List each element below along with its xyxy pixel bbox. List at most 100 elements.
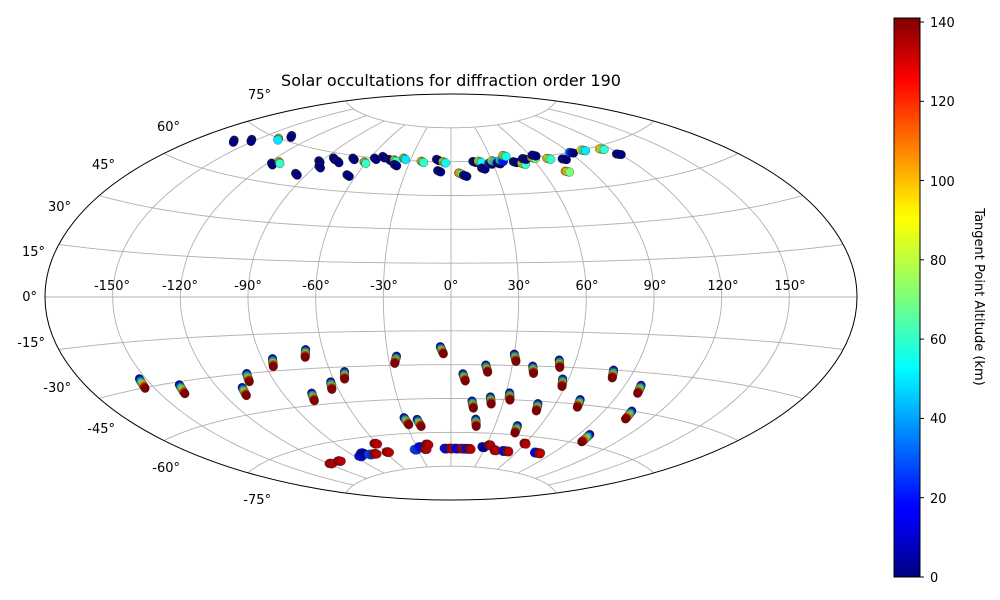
map-boundary xyxy=(44,93,858,501)
occultation-point xyxy=(436,167,446,177)
colorbar-tick-label: 80 xyxy=(930,254,947,269)
chart-title: Solar occultations for diffraction order… xyxy=(281,71,621,90)
occultation-point xyxy=(557,382,567,391)
occultation-point xyxy=(390,358,400,368)
parallel-gridline xyxy=(163,398,739,441)
occultation-point xyxy=(546,154,556,164)
occultation-point xyxy=(565,167,575,177)
occultation-point xyxy=(228,137,238,147)
occultation-point xyxy=(633,388,643,398)
colorbar-tick-label: 40 xyxy=(930,412,947,427)
lon-tick-label: -30° xyxy=(370,279,398,294)
occultation-point xyxy=(616,150,626,160)
lat-tick-label: -15° xyxy=(17,336,45,351)
occultation-point xyxy=(572,402,582,412)
lat-tick-label: 30° xyxy=(48,200,71,215)
occultation-point xyxy=(607,373,617,383)
occultation-point xyxy=(466,444,476,454)
occultation-point xyxy=(244,377,254,387)
occultation-point xyxy=(309,396,319,406)
parallel-gridline xyxy=(58,330,844,350)
parallel-gridline xyxy=(99,195,803,230)
colorbar-ticks xyxy=(920,21,924,578)
latitude-tick-labels: -75° -60° -45° -30° -15° 0° 15° 30° 45° … xyxy=(17,88,271,508)
occultation-point xyxy=(521,439,531,449)
lon-tick-label: 120° xyxy=(707,279,738,294)
occultation-point xyxy=(246,137,256,146)
colorbar-tick-label: 100 xyxy=(930,175,955,190)
occultation-point xyxy=(531,406,541,416)
colorbar-gradient xyxy=(893,17,921,578)
occultation-point xyxy=(336,456,346,466)
data-points xyxy=(134,130,646,469)
occultation-point xyxy=(486,399,496,409)
occultation-point xyxy=(327,384,337,394)
lat-tick-label: 0° xyxy=(22,290,37,305)
occultation-point xyxy=(535,449,545,459)
occultation-point xyxy=(344,171,354,181)
colorbar-tick-label: 0 xyxy=(930,571,938,586)
lon-tick-label: 150° xyxy=(774,279,805,294)
occultation-point xyxy=(599,145,609,154)
occultation-point xyxy=(505,395,515,405)
colorbar-label: Tangent Point Altitude (km) xyxy=(971,207,986,385)
parallel-gridline xyxy=(247,120,655,163)
lon-tick-label: -90° xyxy=(234,279,262,294)
occultation-point xyxy=(555,362,565,372)
graticule-grid xyxy=(45,100,857,494)
parallel-gridline xyxy=(163,153,739,196)
occultation-point xyxy=(501,152,511,161)
occultation-point xyxy=(460,376,470,386)
occultation-point xyxy=(241,391,251,401)
occultation-point xyxy=(404,420,414,430)
occultation-point xyxy=(438,349,448,359)
occultation-point xyxy=(511,356,521,366)
occultation-point xyxy=(424,440,434,450)
occultation-point xyxy=(140,383,150,393)
occultation-point xyxy=(416,422,426,431)
lon-tick-label: 60° xyxy=(575,279,598,294)
lon-tick-label: -60° xyxy=(302,279,330,294)
occultation-point xyxy=(275,159,285,169)
occultation-point xyxy=(471,421,481,431)
lat-tick-label: 75° xyxy=(248,88,271,103)
lat-tick-label: 60° xyxy=(157,120,180,135)
occultation-point xyxy=(581,146,591,156)
lat-tick-label: -75° xyxy=(243,493,271,508)
occultation-point xyxy=(504,447,514,457)
occultation-point xyxy=(392,161,402,171)
parallel-gridline xyxy=(345,465,557,494)
occultation-point xyxy=(334,158,344,168)
occultation-point xyxy=(419,158,429,168)
occultation-point xyxy=(621,414,630,424)
occultation-point xyxy=(468,403,478,413)
occultation-point xyxy=(510,428,520,438)
colorbar: 0 20 40 60 80 100 120 140 Tangent Point … xyxy=(893,16,986,586)
occultation-point xyxy=(373,439,383,449)
occultation-point xyxy=(529,368,538,378)
lon-tick-label: 30° xyxy=(507,279,530,294)
parallel-gridline xyxy=(99,364,803,399)
colorbar-tick-label: 140 xyxy=(930,16,955,31)
colorbar-tick-label: 120 xyxy=(930,95,955,110)
occultation-point xyxy=(268,362,278,372)
parallel-gridline xyxy=(247,431,655,474)
occultation-point xyxy=(316,163,325,173)
lat-tick-label: -30° xyxy=(43,381,71,396)
occultation-point xyxy=(361,158,371,168)
colorbar-tick-label: 60 xyxy=(930,333,947,348)
lat-tick-label: 45° xyxy=(92,158,115,173)
lat-tick-label: -60° xyxy=(152,461,180,476)
occultation-point xyxy=(340,374,350,384)
occultation-point xyxy=(441,158,451,168)
colorbar-tick-label: 20 xyxy=(930,492,947,507)
occultation-point xyxy=(372,449,382,459)
parallel-gridline xyxy=(58,244,844,264)
lon-tick-label: -150° xyxy=(94,279,130,294)
lon-tick-label: 0° xyxy=(444,279,459,294)
lon-tick-label: -120° xyxy=(162,279,198,294)
occultation-point xyxy=(300,352,310,362)
occultation-point xyxy=(180,389,190,399)
lon-tick-label: 90° xyxy=(643,279,666,294)
